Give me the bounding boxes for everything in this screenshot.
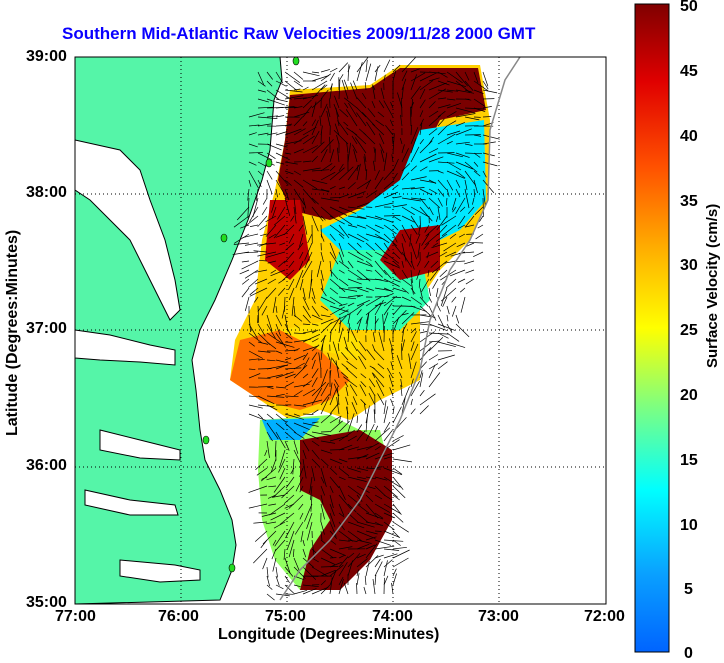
lon-tick: 75:00	[265, 608, 306, 626]
colorbar-tick: 5	[684, 581, 693, 599]
velocity-arrow	[330, 558, 336, 559]
lat-tick: 39:00	[26, 48, 67, 66]
velocity-arrow	[348, 288, 362, 289]
lat-tick: 38:00	[26, 184, 67, 202]
colorbar	[635, 4, 669, 652]
velocity-arrow	[249, 153, 263, 154]
colorbar-label: Surface Velocity (cm/s)	[704, 204, 721, 368]
colorbar-tick: 40	[680, 128, 698, 146]
velocity-arrow	[384, 216, 400, 217]
colorbar-tick: 45	[680, 63, 698, 81]
velocity-arrow	[303, 414, 313, 415]
velocity-arrow	[402, 98, 403, 117]
colorbar-tick: 50	[680, 0, 698, 16]
colorbar-tick: 15	[680, 452, 698, 470]
colorbar-tick: 20	[680, 387, 698, 405]
lon-tick: 76:00	[158, 608, 199, 626]
colorbar-tick: 25	[680, 322, 698, 340]
lon-tick: 72:00	[584, 608, 625, 626]
colorbar-tick: 35	[680, 193, 698, 211]
x-axis-label: Longitude (Degrees:Minutes)	[218, 626, 439, 644]
colorbar-tick: 10	[680, 517, 698, 535]
velocity-arrow	[483, 117, 491, 118]
lon-tick: 77:00	[55, 608, 96, 626]
y-axis-label: Latitude (Degrees:Minutes)	[4, 230, 22, 436]
lat-tick: 36:00	[26, 457, 67, 475]
lat-tick: 37:00	[26, 320, 67, 338]
velocity-arrow	[375, 531, 382, 532]
velocity-arrow	[330, 450, 344, 451]
colorbar-tick: 0	[684, 645, 693, 663]
velocity-arrow	[357, 583, 358, 594]
lon-tick: 73:00	[478, 608, 519, 626]
velocity-arrow	[258, 387, 273, 388]
lon-tick: 74:00	[372, 608, 413, 626]
colorbar-tick: 30	[680, 257, 698, 275]
